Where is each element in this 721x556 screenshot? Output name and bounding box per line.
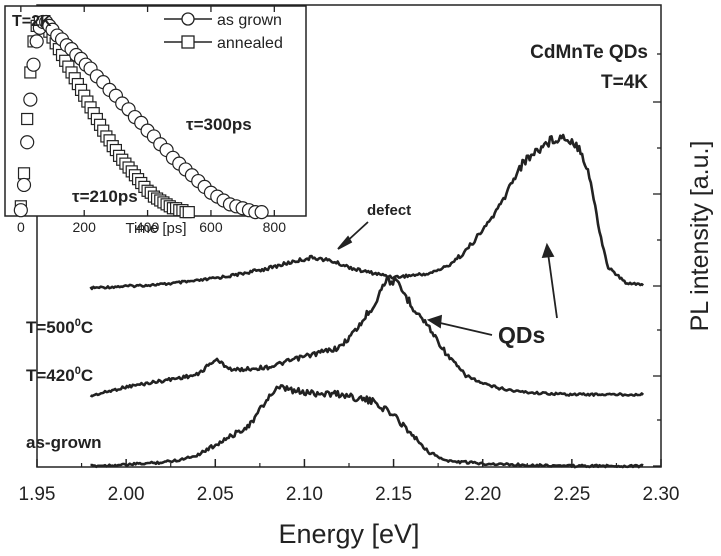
x-tick-label: 2.25: [553, 484, 590, 505]
x-tick-labels: 1.95 2.00 2.05 2.10 2.15 2.20 2.25 2.30: [19, 484, 680, 505]
inset-annotation-tau-annealed: τ=210ps: [72, 187, 138, 206]
inset-x-tick-label: 0: [17, 219, 25, 235]
legend-item-as-grown: as grown: [164, 12, 282, 29]
inset-x-axis-label: Time [ps]: [125, 220, 186, 237]
series-label-as-grown: as-grown: [26, 433, 102, 452]
inset-x-tick-labels: 0 200 400 600 800: [17, 219, 286, 235]
inset-marker-as-grown: [254, 205, 269, 220]
inset-x-tick-label: 400: [136, 219, 160, 235]
series-line-500c: [89, 133, 645, 291]
annotation-temperature: T=4K: [601, 72, 648, 93]
inset-marker-as-grown: [29, 34, 44, 49]
inset-x-tick-label: 800: [263, 219, 287, 235]
y-ticks-right: [653, 53, 661, 467]
annotation-qds: QDs: [498, 322, 545, 348]
x-tick-label: 2.30: [643, 484, 680, 505]
x-axis-label: Energy [eV]: [278, 519, 419, 549]
legend-marker-circle: [181, 12, 195, 26]
series-line-420c: [89, 275, 645, 398]
inset-markers-annealed: [14, 15, 195, 219]
inset-marker-as-grown: [16, 177, 32, 193]
inset-marker-as-grown: [26, 57, 41, 72]
x-tick-label: 2.20: [464, 484, 501, 505]
legend-marker-square: [181, 35, 195, 49]
inset-markers-as-grown: [13, 14, 269, 220]
arrow-qds-right: [541, 242, 558, 319]
inset-annotation-temperature: T=2K: [12, 13, 52, 30]
x-tick-label: 2.10: [286, 484, 323, 505]
y-axis-label: PL intensity [a.u.]: [686, 141, 714, 332]
inset-marker-as-grown: [23, 92, 38, 107]
arrow-defect: [337, 221, 369, 250]
inset-chart: 0 200 400 600 800 Time [ps] T=2K τ=300ps τ=2…: [4, 5, 307, 237]
series-line-as-grown: [90, 384, 644, 469]
inset-marker-annealed: [182, 206, 195, 219]
arrow-qds-left: [426, 314, 493, 336]
legend-item-annealed: annealed: [164, 35, 283, 52]
x-tick-label: 2.00: [108, 484, 145, 505]
series-label-420c: T=4200C: [26, 365, 93, 385]
inset-marker-annealed: [17, 167, 31, 180]
legend-label-as-grown: as grown: [217, 12, 282, 29]
annotation-sample: CdMnTe QDs: [530, 42, 648, 63]
legend-label-annealed: annealed: [217, 35, 283, 52]
inset-marker-annealed: [21, 112, 34, 126]
inset-marker-as-grown: [13, 203, 28, 218]
x-tick-label: 2.05: [197, 484, 234, 505]
annotation-defect: defect: [367, 202, 411, 219]
inset-annotation-tau-grown: τ=300ps: [186, 115, 252, 134]
inset-legend: as grown annealed: [164, 12, 283, 52]
series-label-500c: T=5000C: [26, 317, 93, 337]
inset-x-tick-label: 200: [73, 219, 97, 235]
x-tick-label: 1.95: [19, 484, 56, 505]
inset-marker-as-grown: [20, 135, 35, 150]
x-tick-label: 2.15: [375, 484, 412, 505]
inset-x-tick-label: 600: [199, 219, 223, 235]
